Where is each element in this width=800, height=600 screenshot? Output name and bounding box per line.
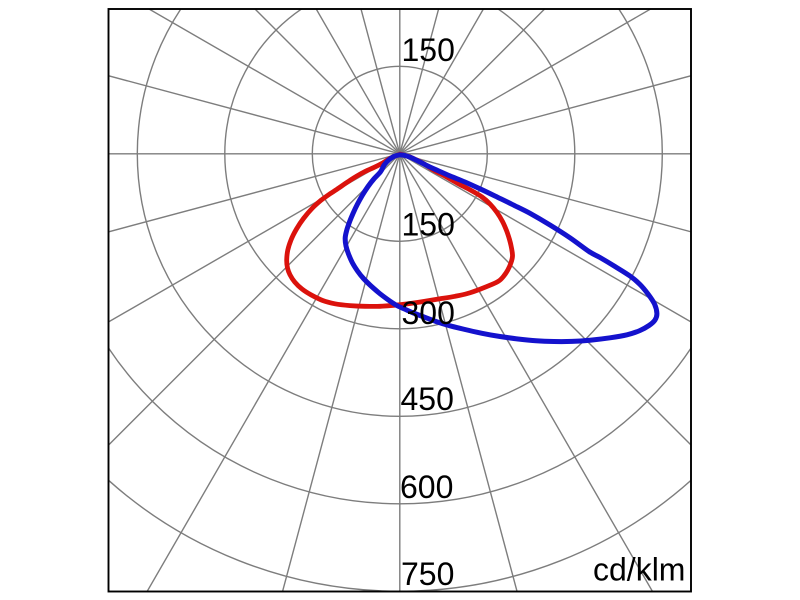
svg-text:450: 450 xyxy=(401,381,454,417)
svg-text:750: 750 xyxy=(401,556,454,592)
svg-text:300: 300 xyxy=(402,295,455,331)
svg-text:150: 150 xyxy=(402,32,455,68)
svg-text:cd/klm: cd/klm xyxy=(593,552,685,588)
svg-text:600: 600 xyxy=(400,469,453,505)
svg-text:150: 150 xyxy=(402,207,455,243)
